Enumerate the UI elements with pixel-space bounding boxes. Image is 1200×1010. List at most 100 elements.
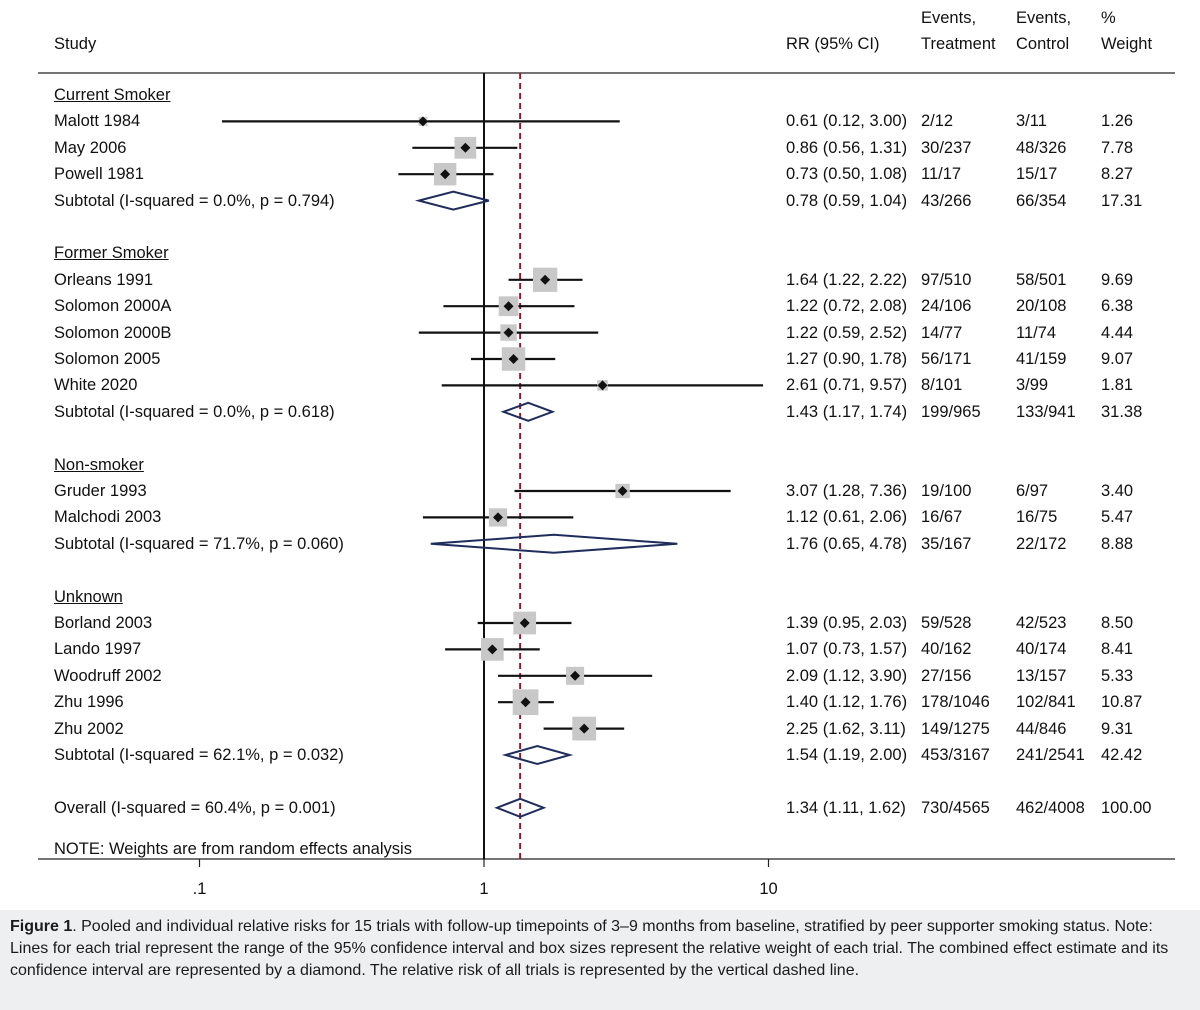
events-treatment-value: 40/162	[921, 640, 972, 659]
study-name: Zhu 1996	[54, 693, 124, 712]
study-name: White 2020	[54, 376, 138, 395]
weight-value: 100.00	[1101, 798, 1152, 817]
rr-ci-value: 1.07 (0.73, 1.57)	[786, 640, 908, 659]
header-events-control-line2: Control	[1016, 35, 1070, 53]
events-treatment-value: 43/266	[921, 191, 972, 210]
events-treatment-value: 24/106	[921, 297, 972, 316]
events-treatment-value: 30/237	[921, 138, 972, 157]
group-heading: Non-smoker	[54, 455, 144, 474]
events-treatment-value: 59/528	[921, 614, 972, 632]
events-control-value: 11/74	[1016, 323, 1057, 342]
header-events-treatment-line1: Events,	[921, 9, 977, 27]
events-treatment-value: 97/510	[921, 270, 972, 289]
rr-ci-value: 1.27 (0.90, 1.78)	[786, 350, 908, 368]
subtotal-label: Subtotal (I-squared = 71.7%, p = 0.060)	[54, 534, 344, 553]
study-name: Gruder 1993	[54, 482, 147, 500]
events-treatment-value: 19/100	[921, 482, 972, 500]
point-estimate	[617, 486, 628, 496]
events-treatment-value: 2/12	[921, 112, 954, 131]
study-name: Orleans 1991	[54, 270, 154, 289]
study-name: Borland 2003	[54, 614, 153, 632]
point-estimate	[540, 274, 551, 285]
point-estimate	[417, 116, 428, 127]
weights-note: NOTE: Weights are from random effects an…	[54, 840, 412, 858]
point-estimate	[520, 697, 531, 708]
weight-value: 1.26	[1101, 112, 1134, 131]
rr-ci-value: 1.22 (0.72, 2.08)	[786, 297, 908, 316]
study-name: Zhu 2002	[54, 719, 124, 738]
rr-ci-value: 2.25 (1.62, 3.11)	[786, 719, 906, 738]
group-heading: Former Smoker	[54, 244, 169, 263]
study-name: Malott 1984	[54, 112, 141, 131]
events-treatment-value: 11/17	[921, 165, 962, 184]
x-tick-label: 1	[479, 880, 489, 898]
rr-ci-value: 2.61 (0.71, 9.57)	[786, 376, 908, 395]
events-treatment-value: 149/1275	[921, 719, 990, 738]
group-heading: Current Smoker	[54, 86, 171, 104]
subtotal-label: Subtotal (I-squared = 62.1%, p = 0.032)	[54, 746, 344, 764]
events-treatment-value: 14/77	[921, 323, 963, 342]
point-estimate	[503, 301, 514, 312]
weight-value: 5.33	[1101, 666, 1134, 685]
overall-label: Overall (I-squared = 60.4%, p = 0.001)	[54, 798, 336, 817]
rr-ci-value: 0.73 (0.50, 1.08)	[786, 165, 908, 184]
rr-ci-value: 1.34 (1.11, 1.62)	[786, 798, 906, 817]
events-control-value: 66/354	[1016, 191, 1067, 210]
events-control-value: 102/841	[1016, 693, 1076, 712]
events-treatment-value: 8/101	[921, 376, 963, 395]
study-name: Solomon 2000A	[54, 297, 172, 316]
subtotal-diamond	[414, 190, 490, 211]
weight-value: 8.50	[1101, 614, 1134, 632]
caption-text: . Pooled and individual relative risks f…	[10, 918, 1169, 979]
subtotal-diamond	[501, 744, 574, 766]
events-control-value: 22/172	[1016, 534, 1067, 553]
rr-ci-value: 1.64 (1.22, 2.22)	[786, 270, 908, 289]
events-treatment-value: 453/3167	[921, 746, 990, 764]
study-name: Malchodi 2003	[54, 508, 162, 527]
point-estimate	[570, 670, 581, 681]
weight-value: 8.41	[1101, 640, 1134, 659]
events-treatment-value: 178/1046	[921, 693, 990, 712]
weight-value: 31.38	[1101, 402, 1143, 421]
rr-ci-value: 1.39 (0.95, 2.03)	[786, 614, 908, 632]
figure-caption: Figure 1. Pooled and individual relative…	[0, 910, 1200, 1010]
x-tick-label: 10	[759, 880, 778, 898]
study-name: May 2006	[54, 138, 127, 157]
events-control-value: 42/523	[1016, 614, 1067, 632]
weight-value: 4.44	[1101, 323, 1134, 342]
study-name: Lando 1997	[54, 640, 142, 659]
weight-value: 10.87	[1101, 693, 1143, 712]
rr-ci-value: 1.12 (0.61, 2.06)	[786, 508, 908, 527]
events-control-value: 16/75	[1016, 508, 1058, 527]
header-rr: RR (95% CI)	[786, 35, 880, 53]
rr-ci-value: 3.07 (1.28, 7.36)	[786, 482, 908, 500]
study-name: Woodruff 2002	[54, 666, 162, 685]
weight-value: 3.40	[1101, 482, 1134, 500]
events-control-value: 3/11	[1016, 112, 1047, 131]
rr-ci-value: 1.54 (1.19, 2.00)	[786, 746, 908, 764]
events-control-value: 20/108	[1016, 297, 1067, 316]
events-treatment-value: 35/167	[921, 534, 972, 553]
point-estimate	[487, 644, 498, 655]
point-estimate	[508, 354, 519, 364]
header-events-treatment-line2: Treatment	[921, 35, 996, 53]
point-estimate	[597, 380, 608, 391]
rr-ci-value: 1.40 (1.12, 1.76)	[786, 693, 908, 712]
point-estimate	[493, 512, 504, 523]
weight-value: 8.27	[1101, 165, 1134, 184]
header-weight-line2: Weight	[1101, 35, 1153, 53]
study-name: Powell 1981	[54, 165, 144, 184]
events-control-value: 6/97	[1016, 482, 1049, 500]
events-treatment-value: 27/156	[921, 666, 972, 685]
point-estimate	[503, 327, 514, 338]
weight-value: 42.42	[1101, 746, 1143, 764]
rr-ci-value: 2.09 (1.12, 3.90)	[786, 666, 908, 685]
rr-ci-value: 1.76 (0.65, 4.78)	[786, 534, 908, 553]
weight-value: 6.38	[1101, 297, 1134, 316]
forest-plot	[38, 72, 1175, 867]
weight-value: 9.07	[1101, 350, 1134, 368]
events-control-value: 3/99	[1016, 376, 1049, 395]
point-estimate	[460, 142, 471, 153]
rr-ci-value: 0.61 (0.12, 3.00)	[786, 112, 908, 131]
overall-diamond	[494, 797, 547, 818]
